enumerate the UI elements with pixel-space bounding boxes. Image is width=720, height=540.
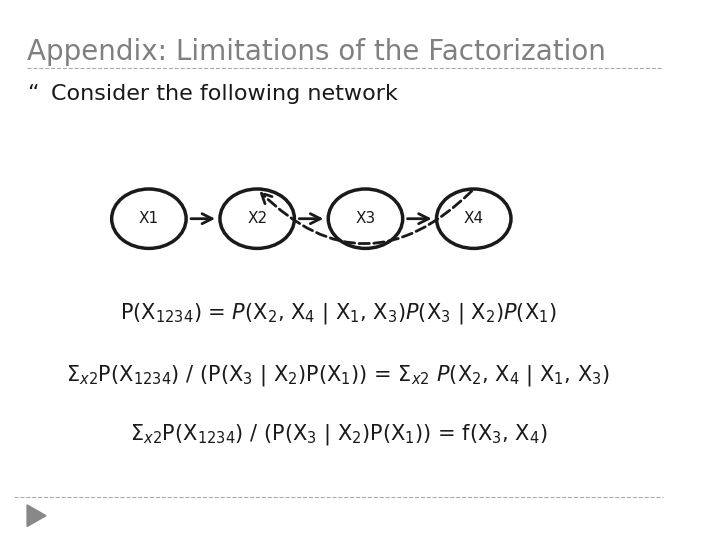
Circle shape: [328, 189, 402, 248]
Text: Appendix: Limitations of the Factorization: Appendix: Limitations of the Factorizati…: [27, 38, 606, 66]
Text: “: “: [27, 84, 39, 104]
Circle shape: [220, 189, 294, 248]
Text: X3: X3: [356, 211, 376, 226]
Circle shape: [112, 189, 186, 248]
Text: Consider the following network: Consider the following network: [51, 84, 397, 104]
Polygon shape: [27, 505, 46, 526]
Text: $\Sigma_{x2}$P(X$_{1234}$) / (P(X$_3$ | X$_2$)P(X$_1$)) = f(X$_3$, X$_4$): $\Sigma_{x2}$P(X$_{1234}$) / (P(X$_3$ | …: [130, 422, 547, 447]
FancyArrowPatch shape: [261, 191, 472, 244]
Circle shape: [436, 189, 511, 248]
Text: X2: X2: [247, 211, 267, 226]
Text: X1: X1: [139, 211, 159, 226]
Text: X4: X4: [464, 211, 484, 226]
Text: $\Sigma_{x2}$P(X$_{1234}$) / (P(X$_3$ | X$_2$)P(X$_1$)) = $\Sigma_{x2}$ $P$(X$_2: $\Sigma_{x2}$P(X$_{1234}$) / (P(X$_3$ | …: [66, 363, 611, 388]
Text: P(X$_{1234}$) = $P$(X$_2$, X$_4$ | X$_1$, X$_3$)$P$(X$_3$ | X$_2$)$P$(X$_1$): P(X$_{1234}$) = $P$(X$_2$, X$_4$ | X$_1$…: [120, 301, 557, 326]
